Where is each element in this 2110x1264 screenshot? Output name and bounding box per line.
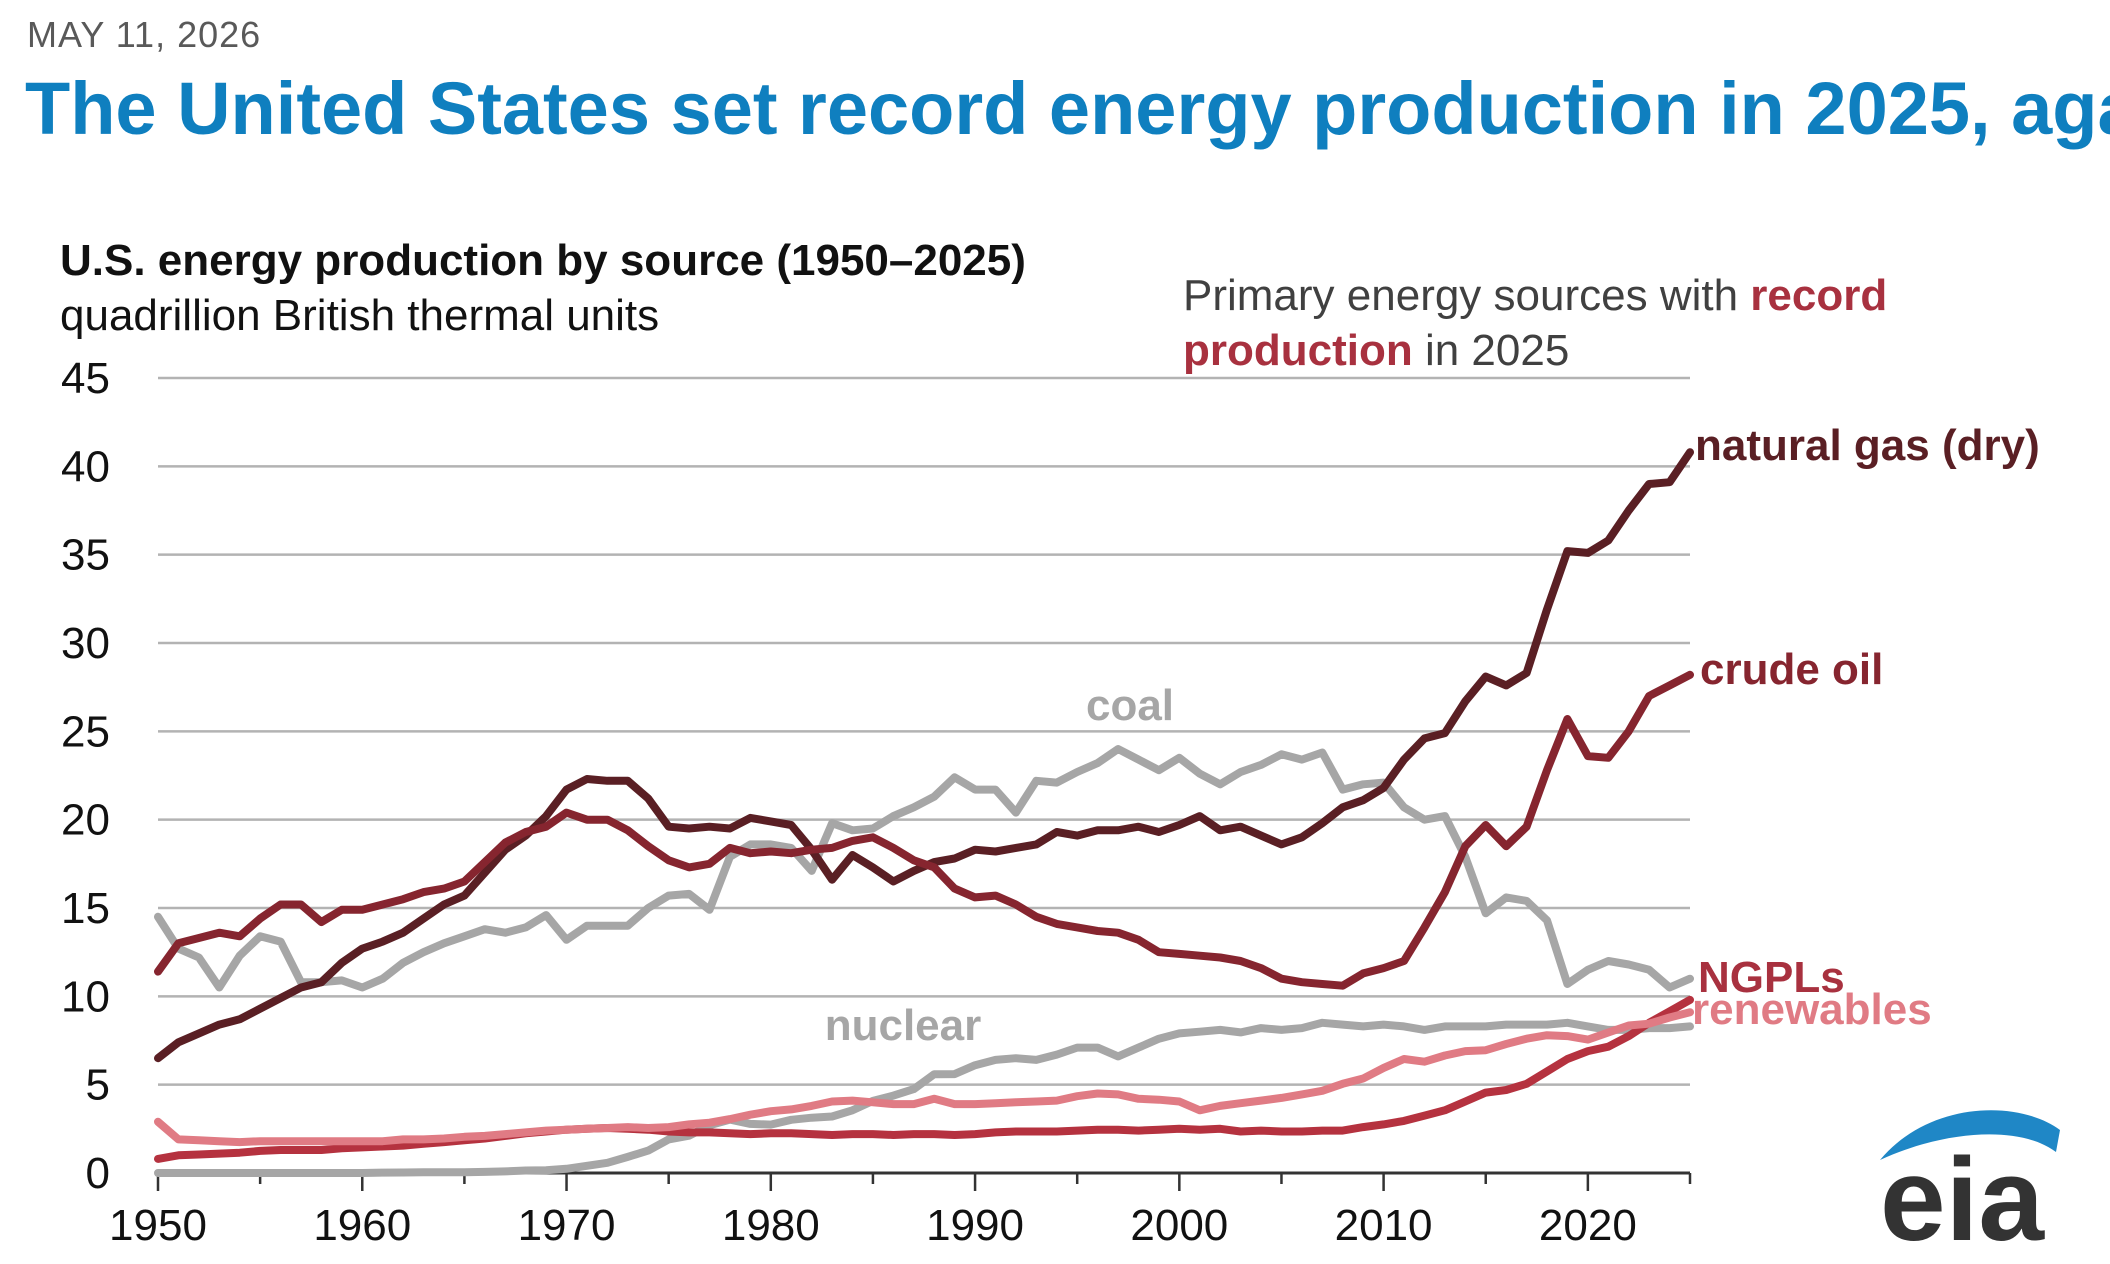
y-tick-label: 20 <box>61 796 110 845</box>
x-tick-label: 1950 <box>109 1201 207 1250</box>
x-tick-label: 1990 <box>926 1201 1024 1250</box>
x-tick-label: 2020 <box>1539 1201 1637 1250</box>
x-tick-label: 2010 <box>1335 1201 1433 1250</box>
publication-date: MAY 11, 2026 <box>27 14 262 55</box>
chart-title: U.S. energy production by source (1950–2… <box>60 236 1026 285</box>
record-production-note: Primary energy sources with record produ… <box>1183 268 2013 378</box>
y-tick-label: 40 <box>61 442 110 491</box>
eia-wordmark: eia <box>1880 1134 2045 1250</box>
series-line-crude-oil <box>154 670 1694 990</box>
x-tick-label: 1970 <box>518 1201 616 1250</box>
headline: The United States set record energy prod… <box>25 67 2110 150</box>
series-line-ngpls <box>154 995 1694 1163</box>
x-tick-label: 2000 <box>1130 1201 1228 1250</box>
series-label-coal: coal <box>1086 681 1174 730</box>
series-label-nuclear: nuclear <box>825 1001 982 1050</box>
y-tick-label: 35 <box>61 531 110 580</box>
y-tick-label: 0 <box>86 1149 110 1198</box>
eia-logo: eia <box>1880 1110 2060 1250</box>
eia-swoosh-icon <box>1880 1110 2060 1160</box>
record-note-suffix: in 2025 <box>1412 326 1570 375</box>
series-line-natural-gas-dry <box>154 448 1694 1063</box>
y-tick-label: 30 <box>61 619 110 668</box>
y-tick-label: 5 <box>86 1061 110 1110</box>
series-line-coal <box>154 745 1694 992</box>
series-label-crude-oil: crude oil <box>1700 645 1883 694</box>
y-tick-label: 25 <box>61 707 110 756</box>
series-label-natural-gas-dry: natural gas (dry) <box>1695 421 2040 470</box>
x-tick-label: 1960 <box>313 1201 411 1250</box>
record-note-highlight: record production <box>1183 271 1888 375</box>
chart-subtitle: quadrillion British thermal units <box>60 291 660 340</box>
series-label-renewables: renewables <box>1692 985 1932 1034</box>
y-tick-label: 15 <box>61 884 110 933</box>
y-tick-label: 10 <box>61 972 110 1021</box>
x-tick-label: 1980 <box>722 1201 820 1250</box>
series-label-ngpls: NGPLs <box>1698 953 1845 1002</box>
record-note-prefix: Primary energy sources with <box>1183 271 1751 320</box>
y-tick-label: 45 <box>61 354 110 403</box>
series-line-renewables <box>154 1008 1694 1147</box>
series-line-nuclear <box>154 1018 1694 1177</box>
